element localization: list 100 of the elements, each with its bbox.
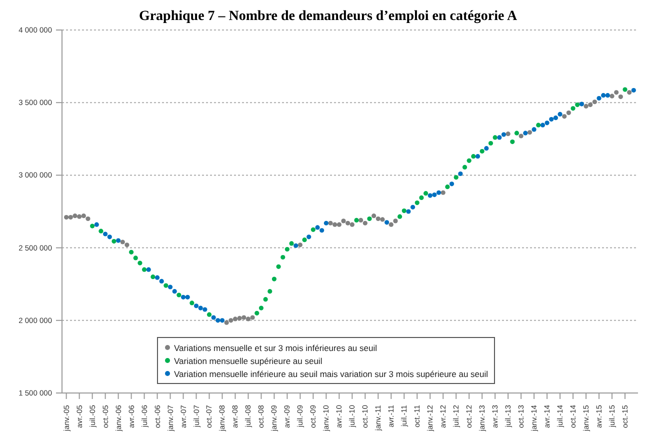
point: [532, 127, 536, 132]
point: [124, 242, 130, 248]
point: [86, 216, 90, 222]
point: [406, 209, 411, 214]
point: [64, 215, 69, 220]
point: [98, 228, 104, 234]
point: [497, 135, 502, 140]
point: [471, 154, 476, 159]
legend-label: Variations mensuelle et sur 3 mois inférieures au seuil: [174, 342, 377, 352]
point: [315, 225, 320, 230]
point: [328, 220, 333, 226]
point: [570, 106, 576, 111]
point: [120, 240, 125, 244]
point: [601, 93, 606, 98]
legend-label: Variation mensuelle supérieure au seuil: [174, 356, 322, 366]
point: [492, 135, 498, 140]
point: [398, 214, 402, 219]
point: [588, 102, 593, 108]
point: [388, 222, 394, 227]
point: [566, 110, 572, 116]
point: [232, 316, 238, 322]
point: [592, 100, 597, 104]
legend-label: Variation mensuelle inférieure au seuil mais variation sur 3 mois supérieure au seuil: [174, 368, 488, 378]
point: [242, 315, 246, 320]
point: [523, 130, 528, 136]
point: [176, 292, 182, 298]
point: [549, 117, 554, 122]
point: [194, 304, 199, 308]
point: [575, 102, 580, 108]
point: [81, 214, 86, 218]
point: [362, 220, 368, 226]
point: [506, 132, 510, 136]
point: [584, 104, 588, 109]
point: [258, 306, 264, 310]
point: [142, 267, 147, 272]
point: [276, 264, 281, 269]
point: [254, 310, 260, 316]
point: [462, 164, 468, 170]
point: [410, 204, 416, 210]
point: [138, 260, 142, 266]
point: [610, 94, 614, 98]
point: [562, 114, 567, 119]
point: [380, 217, 385, 222]
point: [445, 184, 450, 190]
point: [320, 228, 324, 233]
point: [220, 318, 225, 323]
point: [510, 140, 515, 144]
point: [350, 222, 354, 227]
point: [402, 208, 406, 214]
point: [237, 316, 242, 321]
point: [280, 254, 286, 260]
point: [367, 216, 372, 222]
point: [540, 122, 546, 128]
point: [596, 96, 602, 101]
point: [436, 190, 442, 195]
point: [332, 222, 338, 227]
point: [341, 218, 346, 224]
point: [228, 318, 234, 323]
point: [94, 222, 99, 227]
point: [618, 94, 623, 100]
point: [336, 222, 342, 227]
point: [414, 200, 420, 206]
point: [107, 234, 112, 240]
point: [77, 214, 82, 219]
point: [627, 90, 632, 95]
point: [154, 275, 160, 280]
point: [168, 284, 173, 290]
point: [454, 175, 458, 180]
point: [544, 120, 550, 126]
point: [536, 122, 541, 128]
point: [376, 216, 380, 222]
point: [310, 227, 316, 232]
point: [458, 171, 463, 176]
point: [346, 220, 350, 226]
point: [553, 116, 558, 120]
point: [224, 320, 229, 325]
point: [90, 224, 95, 228]
point: [103, 232, 108, 236]
point: [159, 278, 164, 284]
point: [440, 190, 446, 195]
point: [164, 283, 168, 288]
point: [605, 93, 610, 98]
point: [488, 140, 494, 146]
point: [484, 146, 489, 151]
point: [423, 191, 428, 196]
chart-title: Graphique 7 – Nombre de demandeurs d’emploi en catégorie A: [138, 8, 518, 25]
point: [198, 306, 203, 310]
point: [133, 256, 138, 260]
point: [202, 307, 208, 312]
point: [190, 300, 194, 306]
point: [466, 158, 472, 163]
point: [614, 90, 619, 95]
point: [180, 294, 186, 300]
point: [449, 182, 454, 186]
point: [480, 148, 484, 154]
point: [284, 246, 290, 252]
point: [268, 289, 272, 294]
point: [146, 267, 151, 272]
point: [558, 112, 562, 117]
point: [419, 195, 424, 200]
